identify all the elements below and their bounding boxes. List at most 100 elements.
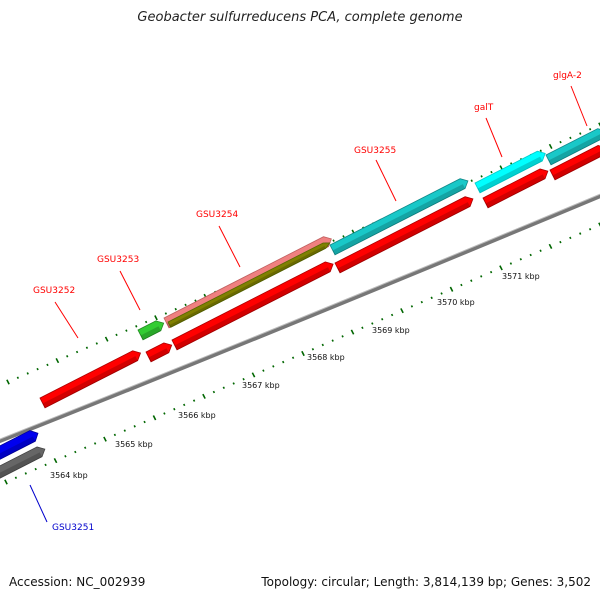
gene-leader-line xyxy=(54,301,79,339)
outer-tick xyxy=(184,303,187,307)
inner-tick xyxy=(579,232,582,235)
inner-tick xyxy=(84,446,87,449)
gene-arrow-blue xyxy=(0,430,39,460)
map-title: Geobacter sulfurreducens PCA, complete g… xyxy=(137,10,463,25)
inner-tick xyxy=(509,262,513,265)
gene-arrow-blue-shade xyxy=(0,436,36,460)
gene-label: GSU3254 xyxy=(196,210,238,220)
gene-arrow-red-6-shade xyxy=(552,151,600,180)
inner-tick xyxy=(282,360,285,364)
gene-label: GSU3253 xyxy=(97,255,139,265)
inner-tick xyxy=(64,455,67,458)
inner-tick xyxy=(311,347,315,351)
inner-tick xyxy=(192,399,196,402)
gene-arrow-red-3-shade xyxy=(174,267,331,350)
outer-tick xyxy=(26,372,29,375)
inner-tick xyxy=(440,292,443,295)
gene-leader-line xyxy=(119,270,141,311)
inner-tick xyxy=(103,436,107,442)
inner-tick xyxy=(548,243,553,250)
inner-tick xyxy=(14,476,18,479)
backbone-lines xyxy=(0,193,600,444)
outer-tick xyxy=(174,307,177,311)
accession-text: Accession: NC_002939 xyxy=(9,575,146,589)
inner-tick xyxy=(598,222,600,227)
outer-tick xyxy=(490,170,493,174)
inner-tick xyxy=(251,372,256,378)
outer-tick xyxy=(559,140,562,144)
gene-label: GSU3251 xyxy=(52,523,94,533)
outer-tick xyxy=(95,342,98,345)
inner-tick xyxy=(539,249,542,252)
outer-tick xyxy=(85,346,89,349)
inner-tick xyxy=(44,463,47,467)
inner-tick xyxy=(430,296,433,300)
outer-tick xyxy=(55,357,60,364)
outer-tick xyxy=(6,379,10,385)
inner-tick xyxy=(212,390,216,394)
inner-tick xyxy=(460,283,463,287)
inner-tick xyxy=(272,365,275,368)
inner-tick xyxy=(133,425,136,428)
gene-arrow-green xyxy=(137,320,165,341)
gene-leader-line xyxy=(218,225,241,268)
inner-tick xyxy=(321,343,324,347)
gene-arrow-cyan-1 xyxy=(329,178,469,256)
gene-arrow-red-5-shade xyxy=(485,174,546,208)
gene-leader-line xyxy=(375,159,397,202)
inner-tick xyxy=(400,308,404,314)
outer-tick xyxy=(66,355,69,358)
inner-tick xyxy=(301,350,305,357)
gene-arrow-red-4-shade xyxy=(337,202,471,273)
gene-arrow-green-shade xyxy=(140,326,161,340)
inner-tick xyxy=(34,467,37,471)
outer-tick xyxy=(135,325,138,328)
gene-leader-line xyxy=(485,117,503,158)
outer-tick xyxy=(125,329,128,332)
gene-arrow-red-1-shade xyxy=(42,356,138,408)
outer-tick xyxy=(194,299,197,302)
kbp-label: 3568 kbp xyxy=(307,353,345,362)
gene-features xyxy=(0,128,600,479)
inner-tick xyxy=(53,457,58,464)
outer-tick xyxy=(115,333,118,337)
outer-tick xyxy=(164,312,168,315)
inner-tick xyxy=(499,265,503,271)
gene-arrow-red-5 xyxy=(482,168,549,209)
inner-tick xyxy=(173,407,176,411)
gene-label: GSU3255 xyxy=(354,146,396,156)
inner-tick xyxy=(361,326,364,330)
inner-tick xyxy=(152,415,157,421)
gene-label: galT xyxy=(474,103,494,113)
inner-tick xyxy=(371,322,374,325)
gene-arrow-red-2-shade xyxy=(148,348,169,362)
gene-arrow-cyan-3-shade xyxy=(548,134,600,165)
inner-tick xyxy=(341,335,344,338)
outer-tick xyxy=(470,179,473,182)
inner-tick xyxy=(24,472,27,475)
outer-tick xyxy=(36,367,39,371)
outer-tick xyxy=(548,143,553,150)
inner-tick xyxy=(350,329,355,335)
gene-arrow-cyan-2-shade xyxy=(477,156,543,193)
outer-tick xyxy=(144,320,148,324)
gene-label: GSU3252 xyxy=(33,286,75,296)
outer-tick xyxy=(480,175,483,178)
inner-tick xyxy=(291,356,295,360)
kbp-label: 3569 kbp xyxy=(372,326,410,335)
gene-arrow-cyan-3 xyxy=(545,128,600,166)
gene-arrow-red-2 xyxy=(145,342,173,363)
inner-tick xyxy=(489,270,493,274)
outer-tick xyxy=(342,235,345,238)
kbp-labels: 3564 kbp 3565 kbp 3566 kbp 3567 kbp 3568 kbp… xyxy=(50,272,540,480)
gene-arrow-gray-shade xyxy=(0,452,43,479)
gene-arrow-cyan-1-shade xyxy=(332,184,466,255)
inner-tick xyxy=(588,228,592,231)
gene-arrow-cyan-2 xyxy=(474,150,546,194)
inner-tick xyxy=(143,420,146,424)
outer-tick xyxy=(104,336,109,342)
outer-tick xyxy=(598,122,600,127)
inner-tick xyxy=(470,279,473,282)
kbp-label: 3564 kbp xyxy=(50,471,88,480)
